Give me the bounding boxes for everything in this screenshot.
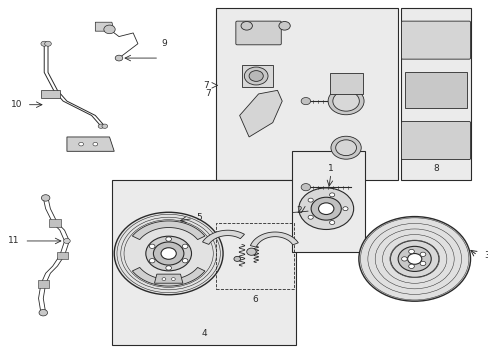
Circle shape — [44, 41, 51, 46]
Text: 8: 8 — [432, 164, 438, 173]
Bar — [49, 220, 61, 226]
Circle shape — [103, 25, 115, 34]
Circle shape — [233, 256, 240, 261]
Polygon shape — [95, 22, 114, 31]
Circle shape — [244, 67, 267, 85]
Text: 2: 2 — [296, 206, 302, 215]
Bar — [400, 8, 470, 180]
Circle shape — [298, 188, 353, 229]
Circle shape — [407, 253, 421, 264]
Circle shape — [153, 242, 183, 265]
Circle shape — [63, 238, 70, 243]
Circle shape — [397, 246, 430, 271]
Circle shape — [408, 249, 413, 254]
Circle shape — [390, 240, 438, 277]
Circle shape — [318, 203, 333, 215]
Circle shape — [41, 195, 50, 201]
Text: 1: 1 — [327, 164, 333, 173]
Circle shape — [98, 124, 103, 129]
Text: 10: 10 — [10, 100, 22, 109]
Circle shape — [41, 41, 47, 46]
Circle shape — [79, 142, 83, 146]
Text: 7: 7 — [205, 89, 211, 98]
Circle shape — [419, 261, 425, 266]
Polygon shape — [250, 232, 298, 247]
Circle shape — [114, 212, 223, 295]
Polygon shape — [154, 274, 183, 283]
Circle shape — [332, 91, 359, 111]
Circle shape — [342, 207, 347, 211]
Circle shape — [182, 258, 187, 263]
Circle shape — [39, 310, 47, 316]
Circle shape — [165, 266, 171, 270]
Text: 3: 3 — [484, 251, 488, 260]
Circle shape — [241, 22, 252, 30]
Text: 5: 5 — [196, 213, 201, 222]
Circle shape — [419, 252, 425, 256]
FancyBboxPatch shape — [401, 122, 469, 159]
Circle shape — [171, 278, 175, 280]
Circle shape — [327, 87, 364, 115]
Circle shape — [301, 184, 310, 191]
Circle shape — [310, 197, 341, 220]
Circle shape — [165, 237, 171, 241]
Circle shape — [301, 98, 310, 105]
Text: 7: 7 — [203, 81, 208, 90]
Text: 4: 4 — [201, 329, 206, 338]
Circle shape — [115, 55, 122, 61]
Polygon shape — [202, 230, 244, 244]
Circle shape — [246, 248, 256, 255]
Circle shape — [102, 124, 107, 129]
Bar — [216, 8, 397, 180]
Bar — [41, 90, 60, 98]
Polygon shape — [239, 90, 282, 137]
FancyBboxPatch shape — [235, 21, 281, 45]
Circle shape — [335, 140, 356, 156]
Circle shape — [330, 136, 361, 159]
Circle shape — [162, 278, 165, 280]
Polygon shape — [132, 267, 204, 286]
Bar — [329, 73, 362, 94]
Circle shape — [307, 198, 313, 202]
Circle shape — [358, 217, 469, 301]
Circle shape — [149, 258, 155, 263]
Text: 11: 11 — [8, 237, 20, 246]
Circle shape — [329, 193, 334, 197]
Bar — [291, 151, 364, 252]
FancyBboxPatch shape — [401, 21, 469, 59]
Circle shape — [161, 248, 176, 259]
Circle shape — [307, 215, 313, 219]
Bar — [57, 252, 68, 259]
Bar — [38, 280, 49, 288]
Text: 9: 9 — [161, 39, 167, 48]
Circle shape — [248, 71, 263, 81]
Text: 6: 6 — [251, 295, 257, 304]
Circle shape — [93, 142, 98, 146]
Bar — [405, 72, 466, 108]
Polygon shape — [242, 65, 272, 87]
Polygon shape — [132, 221, 204, 240]
Circle shape — [182, 244, 187, 248]
Bar — [216, 223, 293, 289]
Circle shape — [149, 244, 155, 248]
Circle shape — [278, 22, 290, 30]
Polygon shape — [67, 137, 114, 151]
Bar — [112, 180, 296, 345]
Circle shape — [401, 257, 407, 261]
Circle shape — [145, 236, 191, 271]
Circle shape — [329, 221, 334, 225]
Circle shape — [408, 264, 413, 269]
